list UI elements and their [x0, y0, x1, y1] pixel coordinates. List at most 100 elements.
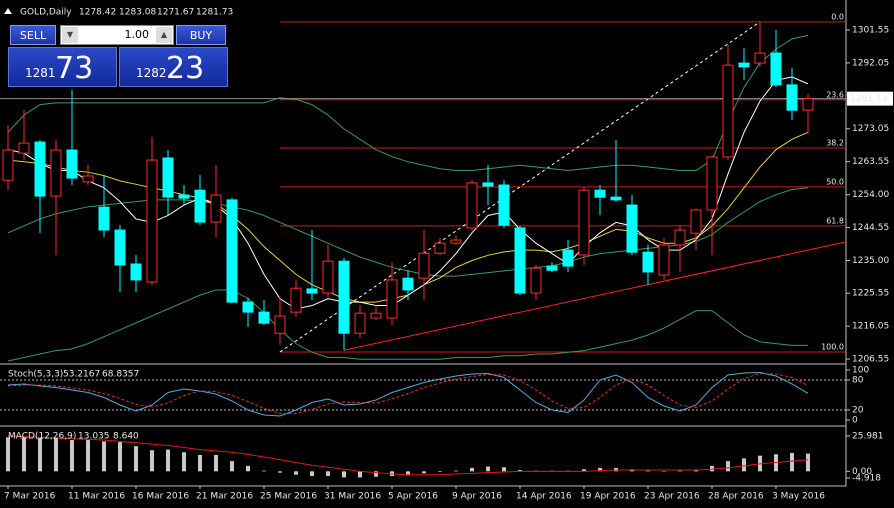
macd-bar — [422, 471, 426, 474]
chart-title: GOLD,Daily — [20, 8, 72, 18]
macd-bar — [742, 458, 746, 472]
buy-button[interactable]: BUY — [176, 25, 226, 45]
macd-signal-value: 8.640 — [113, 432, 139, 442]
macd-bar — [374, 471, 378, 477]
candle-body — [178, 194, 190, 199]
candle-body — [114, 229, 126, 266]
header-low: 1271.67 — [157, 8, 194, 18]
macd-bar — [790, 452, 794, 472]
candle-body — [610, 196, 622, 201]
indicator-line — [7, 34, 809, 171]
macd-bar — [134, 446, 138, 472]
macd-bar — [262, 470, 266, 472]
y-tick-label: 0 — [852, 416, 858, 426]
trendline — [343, 241, 845, 351]
macd-bar — [6, 437, 10, 472]
candle-body — [66, 149, 78, 179]
y-tick-label: 80 — [852, 376, 864, 386]
candle-body — [802, 98, 814, 111]
y-tick-label: 20 — [852, 406, 864, 416]
candle-body — [322, 260, 334, 294]
y-tick-label: 100 — [852, 366, 869, 376]
fib-level-label: 38.2 — [826, 138, 844, 147]
macd-bar — [102, 441, 106, 472]
volume-up[interactable]: ▲ — [156, 27, 172, 43]
y-tick-label: 25.981 — [852, 432, 884, 442]
macd-bar — [278, 471, 282, 473]
current-price-label: 1281.73 — [850, 94, 887, 104]
candle-body — [82, 175, 94, 183]
stoch-title: Stoch(5,3,3) — [8, 370, 63, 380]
macd-bar — [246, 465, 250, 472]
candle-body — [562, 249, 574, 267]
candle-body — [354, 312, 366, 334]
header-close: 1281.73 — [196, 8, 233, 18]
candle-body — [498, 184, 510, 226]
candle-body — [34, 141, 46, 197]
macd-bar — [310, 471, 314, 477]
ask-quote[interactable]: 1282 23 — [119, 47, 228, 87]
macd-bar — [598, 467, 602, 472]
candle-body — [626, 204, 638, 253]
y-tick-label: 1254.00 — [852, 190, 889, 200]
trade-panel: SELL ▼ 1.00 ▲ BUY 1281 73 1282 23 — [8, 24, 228, 88]
bid-pips: 73 — [55, 51, 94, 86]
x-tick-label: 9 Apr 2016 — [452, 492, 502, 502]
candle-body — [194, 189, 206, 223]
candle-body — [690, 209, 702, 234]
fib-level-label: 0.0 — [831, 12, 844, 21]
candle-body — [658, 244, 670, 276]
y-tick-label: 1263.55 — [852, 157, 889, 167]
x-tick-label: 31 Mar 2016 — [324, 492, 381, 502]
candle-body — [338, 260, 350, 334]
candle-body — [306, 288, 318, 294]
fib-level-label: 100.0 — [821, 342, 844, 351]
candle-body — [754, 52, 766, 64]
macd-bar — [294, 471, 298, 475]
y-tick-label: -4.918 — [852, 474, 881, 484]
volume-down[interactable]: ▼ — [62, 27, 78, 43]
candle-body — [706, 156, 718, 211]
current-price-box — [847, 91, 893, 106]
volume-box[interactable]: ▼ 1.00 ▲ — [60, 25, 174, 45]
macd-title: MACD(12,26,9) — [8, 432, 76, 442]
stoch-signal-value: 68.8357 — [102, 370, 139, 380]
macd-bar — [502, 467, 506, 472]
macd-bar — [694, 469, 698, 472]
candle-body — [514, 227, 526, 294]
macd-bar — [662, 471, 666, 472]
macd-bar — [406, 471, 410, 476]
candle-body — [674, 229, 686, 246]
macd-bar — [70, 440, 74, 472]
x-tick-label: 19 Apr 2016 — [580, 492, 636, 502]
candle-body — [722, 64, 734, 158]
y-tick-label: 0.00 — [852, 467, 872, 477]
candle-body — [242, 301, 254, 313]
main-pane: 0.0 23.6 38.2 50.0 61.8 100.0 — [0, 12, 846, 362]
y-tick-label: 1292.05 — [852, 58, 889, 68]
macd-bar — [438, 471, 442, 472]
header-open: 1278.42 — [79, 8, 116, 18]
ask-pips: 23 — [166, 51, 205, 86]
candle-body — [370, 312, 382, 319]
macd-bar — [198, 455, 202, 472]
sell-button[interactable]: SELL — [10, 25, 56, 45]
macd-bar — [358, 471, 362, 478]
candle-body — [258, 311, 270, 324]
macd-hist-value: 13.035 — [78, 432, 110, 442]
fib-anchor-line — [279, 21, 761, 353]
y-tick-label: 1273.05 — [852, 124, 889, 134]
macd-signal-line — [7, 435, 809, 476]
candle-body — [738, 62, 750, 68]
volume-value[interactable]: 1.00 — [124, 28, 150, 41]
bid-quote[interactable]: 1281 73 — [8, 47, 117, 87]
candle-body — [530, 267, 542, 294]
candle-body — [146, 159, 158, 283]
macd-bar — [118, 442, 122, 472]
x-tick-label: 28 Apr 2016 — [708, 492, 764, 502]
collapse-icon[interactable] — [4, 8, 12, 14]
macd-bar — [230, 461, 234, 472]
x-tick-label: 3 May 2016 — [772, 492, 825, 502]
